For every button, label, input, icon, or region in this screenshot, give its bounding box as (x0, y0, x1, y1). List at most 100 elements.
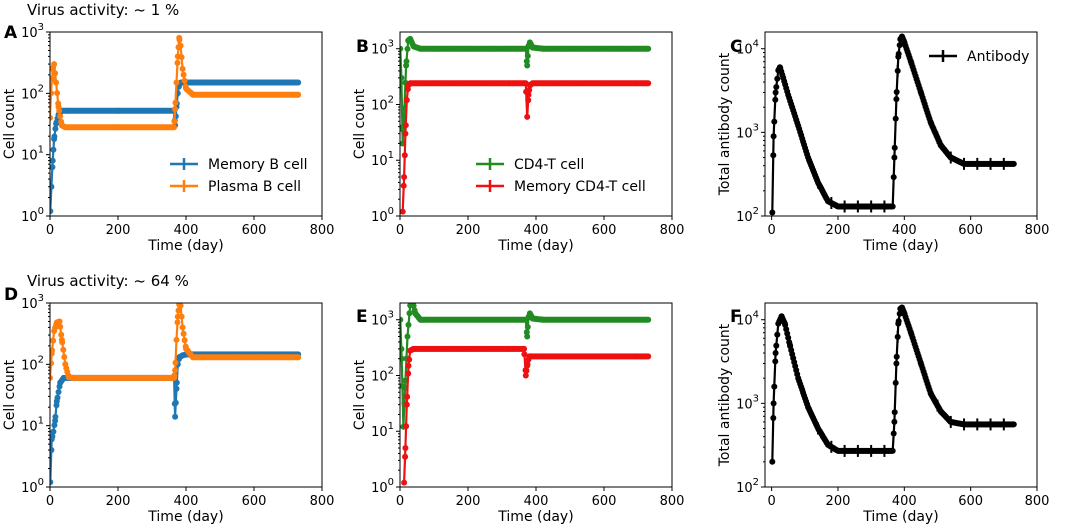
x-tick-label: 800 (660, 494, 685, 509)
data-point (403, 58, 410, 65)
data-point (892, 379, 899, 386)
data-point (405, 321, 412, 328)
data-point (772, 358, 779, 365)
x-tick-label: 400 (892, 494, 917, 509)
data-point (896, 42, 903, 49)
data-point (890, 174, 897, 181)
plot-frame (764, 302, 1038, 488)
data-point (524, 113, 531, 120)
series-plasma-b-cell (50, 303, 302, 381)
series-plasma-b-cell (50, 34, 302, 131)
series-antibody (769, 33, 1017, 216)
x-tick-label: 200 (106, 223, 131, 238)
series-memory-cd4-t-cell (401, 345, 652, 486)
data-point (889, 203, 896, 210)
y-tick-label: 100 (21, 477, 44, 496)
data-point (171, 372, 178, 379)
data-point (526, 87, 533, 93)
data-point (524, 324, 531, 330)
panel-a: A 0 200 400 600 800 Time (day) 100 101 102 103 Cell… (2, 22, 334, 254)
data-point (771, 383, 778, 390)
y-axis-label: Cell count (352, 88, 368, 159)
data-point (645, 45, 652, 52)
data-point (59, 339, 66, 346)
data-point (400, 208, 406, 215)
data-point (50, 208, 54, 215)
data-point (180, 71, 187, 78)
series-cd4-t-cell (400, 303, 652, 430)
data-point (524, 361, 531, 368)
data-point (56, 107, 63, 114)
panel-b: B 0 200 400 600 800 Time (day) 100 101 102 103 Cell… (352, 31, 684, 254)
data-point (645, 316, 652, 323)
x-tick-label: 800 (1025, 223, 1050, 238)
data-point (51, 133, 58, 140)
data-point (893, 360, 900, 367)
x-tick-label: 200 (456, 223, 481, 238)
y-tick-label: 102 (371, 94, 394, 113)
data-point (645, 80, 652, 87)
data-point (172, 399, 179, 406)
series-line (771, 305, 1014, 462)
x-tick-label: 600 (242, 494, 267, 509)
panel-e: E 0 200 400 600 800 Time (day) 100 101 102 103 Cell… (352, 302, 685, 525)
y-tick-label: 102 (371, 365, 394, 384)
x-axis-label: Time (day) (497, 509, 573, 525)
data-point (645, 353, 652, 360)
data-point (175, 307, 182, 314)
panel-label: F (730, 307, 742, 327)
data-point (525, 97, 532, 104)
series-cd4-t-cell (400, 35, 652, 147)
data-point (53, 79, 60, 86)
data-point (52, 125, 59, 132)
data-point (174, 59, 181, 66)
y-tick-label: 101 (371, 150, 394, 169)
y-tick-label: 102 (21, 354, 44, 373)
data-point (405, 362, 412, 369)
data-point (50, 90, 54, 97)
data-point (52, 70, 59, 77)
data-point (179, 324, 186, 331)
data-point (173, 385, 180, 392)
data-point (60, 346, 67, 353)
y-axis-label: Cell count (2, 359, 18, 430)
data-point (50, 347, 55, 354)
y-axis-label: Total antibody count (717, 323, 733, 467)
data-point (180, 330, 187, 337)
data-point (61, 354, 68, 360)
x-tick-label: 800 (1025, 494, 1050, 509)
legend-label: Antibody (967, 49, 1029, 65)
data-point (57, 113, 64, 120)
data-point (770, 133, 777, 140)
data-point (50, 479, 54, 486)
x-axis-label: Time (day) (497, 238, 573, 254)
data-point (893, 89, 900, 95)
x-tick-label: 400 (524, 494, 549, 509)
plot-frame (764, 31, 1038, 217)
data-point (295, 354, 302, 361)
data-point (50, 164, 56, 171)
data-point (177, 42, 184, 49)
y-tick-label: 104 (736, 39, 759, 58)
data-point (770, 400, 777, 407)
x-tick-label: 0 (767, 494, 775, 509)
x-tick-label: 400 (174, 494, 199, 509)
y-tick-label: 102 (736, 477, 759, 496)
data-point (176, 36, 183, 43)
series-memory-cd4-t-cell (400, 80, 652, 215)
data-point (50, 146, 57, 153)
data-point (770, 415, 777, 421)
data-point (50, 114, 53, 121)
x-tick-label: 0 (396, 223, 404, 238)
x-tick-label: 400 (524, 223, 549, 238)
data-point (524, 53, 531, 59)
y-tick-label: 103 (736, 122, 759, 141)
data-point (405, 370, 412, 377)
data-point (50, 433, 56, 440)
panel-label: E (356, 307, 368, 327)
x-tick-label: 200 (456, 494, 481, 509)
data-point (178, 54, 185, 61)
data-point (50, 75, 55, 82)
data-point (773, 84, 780, 90)
